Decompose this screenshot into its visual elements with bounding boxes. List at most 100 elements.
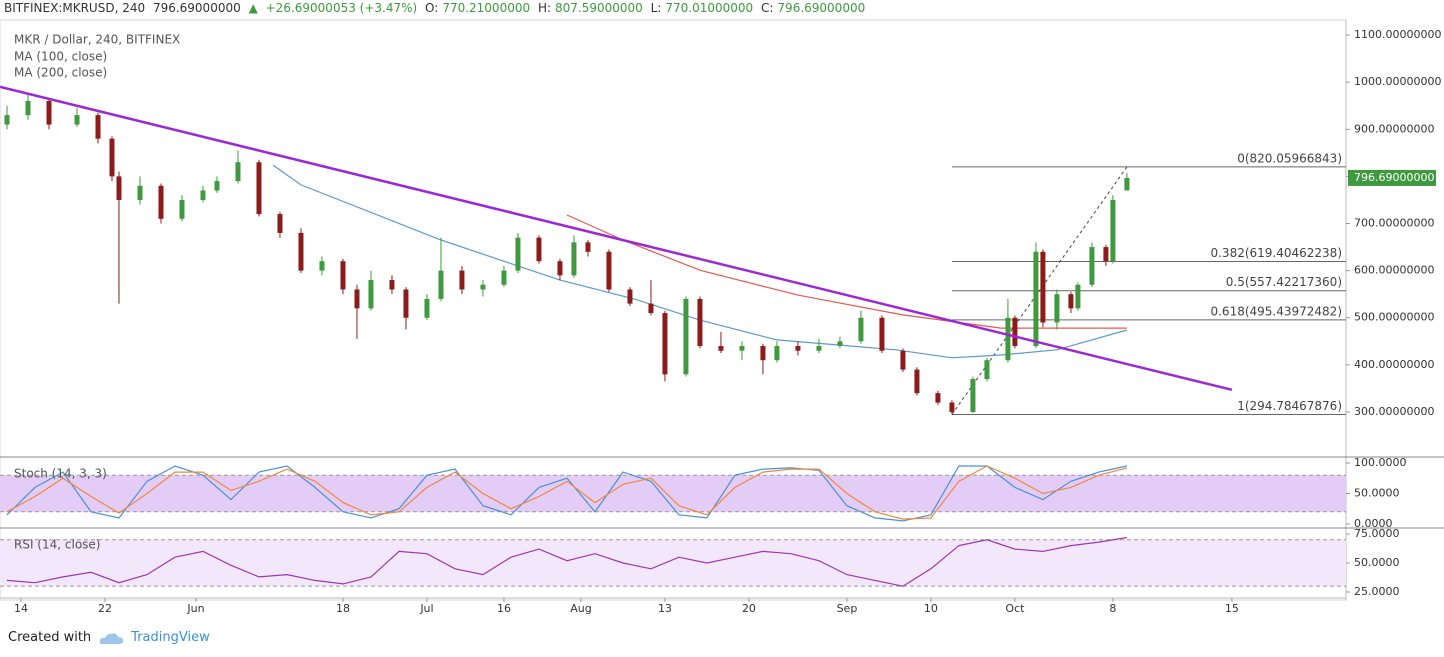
trendline: [0, 85, 1233, 392]
legend-title: MKR / Dollar, 240, BITFINEX: [14, 33, 180, 47]
candle-body: [774, 346, 780, 361]
y-tick-label: 700.00000000: [1354, 217, 1434, 230]
candle-body: [109, 138, 115, 177]
candle-body: [214, 181, 220, 191]
candle-body: [585, 242, 591, 252]
candle-body: [4, 115, 10, 125]
y-tick-label: 0.0000: [1354, 517, 1393, 530]
candle-body: [1040, 251, 1046, 323]
candle-body: [1033, 251, 1039, 347]
candle-body: [879, 317, 885, 351]
candle-body: [46, 100, 52, 125]
candle-body: [795, 346, 801, 351]
candle-body: [858, 317, 864, 342]
brand[interactable]: TradingView: [131, 630, 210, 645]
x-tick-label: 14: [14, 602, 28, 615]
candle-body: [1054, 294, 1060, 323]
candle-body: [235, 162, 241, 182]
candle-body: [340, 261, 346, 290]
candle-body: [970, 379, 976, 412]
candle-body: [74, 115, 80, 125]
legend-entry: MA (200, close): [14, 66, 107, 80]
candle-body: [354, 289, 360, 309]
candle-body: [1068, 294, 1074, 309]
candle-body: [158, 185, 164, 219]
candle-body: [683, 298, 689, 375]
high-label: H:: [537, 1, 552, 15]
candle-body: [1089, 247, 1095, 285]
candle-body: [900, 350, 906, 370]
candle-body: [718, 346, 724, 351]
band-fill: [0, 539, 1346, 587]
candle-body: [459, 270, 465, 290]
low: 770.01000000: [665, 1, 754, 15]
fib-label: 0(820.05966843): [1237, 151, 1342, 165]
candle-body: [25, 100, 31, 116]
created-with: Created with: [8, 630, 92, 645]
y-tick-label: 50.0000: [1354, 556, 1400, 569]
indicator-title: Stoch (14, 3, 3): [14, 467, 107, 481]
candle-body: [116, 176, 122, 200]
candle-body: [739, 346, 745, 351]
arrow: ▲: [248, 1, 258, 15]
candle-body: [1110, 199, 1116, 262]
y-tick-label: 400.00000000: [1354, 358, 1434, 371]
band-fill: [0, 475, 1346, 512]
x-tick-label: Jul: [419, 602, 433, 615]
indicator-title: RSI (14, close): [14, 538, 100, 552]
indicator-line: [6, 465, 1128, 520]
x-tick-label: 8: [1109, 602, 1116, 615]
open: 770.21000000: [442, 1, 531, 15]
candle-body: [837, 341, 843, 347]
candle-body: [935, 393, 941, 403]
legend-entry: MA (100, close): [14, 50, 107, 64]
indicator-line: [6, 536, 1127, 587]
candle-body: [914, 369, 920, 394]
candle-body: [137, 185, 143, 200]
candle-body: [438, 270, 444, 299]
candle-body: [480, 284, 486, 290]
fib-label: 1(294.78467876): [1237, 399, 1342, 413]
x-tick-label: Sep: [837, 602, 858, 615]
x-tick-label: 18: [336, 602, 350, 615]
candle-body: [697, 298, 703, 347]
fib-label: 0.382(619.40462238): [1210, 246, 1342, 260]
close-label: C:: [761, 1, 774, 15]
x-tick-label: 13: [658, 602, 672, 615]
candle-body: [1103, 247, 1109, 262]
candle-body: [1124, 177, 1130, 191]
candle-body: [1012, 317, 1018, 347]
y-tick-label: 50.0000: [1354, 486, 1400, 499]
logo: [99, 632, 124, 644]
candle-body: [662, 313, 668, 375]
y-tick-label: 25.0000: [1354, 585, 1400, 598]
price: 796.69000000: [152, 1, 241, 15]
candle-body: [515, 237, 521, 271]
logo-cloud: [99, 632, 124, 644]
candle-body: [501, 270, 507, 285]
candle-body: [319, 261, 325, 271]
candle-body: [403, 289, 409, 318]
fib-diagonal: [951, 166, 1128, 415]
candle-body: [571, 242, 577, 276]
candle-body: [389, 280, 395, 290]
high: 807.59000000: [555, 1, 643, 15]
candle-body: [606, 251, 612, 290]
candle-body: [277, 214, 283, 233]
last-price-label: 796.69000000: [1354, 171, 1434, 184]
x-tick-label: 15: [1225, 602, 1239, 615]
candle-body: [179, 199, 185, 219]
x-tick-label: Aug: [570, 602, 591, 615]
candle-body: [1075, 284, 1081, 309]
y-tick-label: 75.0000: [1354, 527, 1400, 540]
y-tick-label: 100.0000: [1354, 456, 1407, 469]
y-tick-label: 1000.00000000: [1354, 75, 1441, 88]
candle-body: [984, 360, 990, 380]
candle-body: [536, 237, 542, 262]
candle-body: [557, 261, 563, 276]
y-tick-label: 300.00000000: [1354, 405, 1434, 418]
x-tick-label: 22: [98, 602, 112, 615]
symbol: BITFINEX:MKRUSD, 240: [4, 1, 146, 15]
y-tick-label: 1100.00000000: [1354, 28, 1441, 41]
